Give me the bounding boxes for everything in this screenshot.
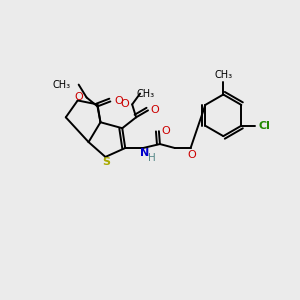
Text: H: H	[148, 153, 156, 163]
Text: CH₃: CH₃	[214, 70, 232, 80]
Text: O: O	[121, 99, 130, 110]
Text: CH₃: CH₃	[137, 88, 155, 98]
Text: O: O	[114, 97, 123, 106]
Text: O: O	[161, 126, 170, 136]
Text: N: N	[140, 148, 150, 158]
Text: O: O	[187, 150, 196, 160]
Text: CH₃: CH₃	[52, 80, 71, 90]
Text: O: O	[74, 92, 83, 103]
Text: S: S	[102, 157, 110, 167]
Text: O: O	[151, 105, 159, 116]
Text: Cl: Cl	[258, 121, 270, 131]
